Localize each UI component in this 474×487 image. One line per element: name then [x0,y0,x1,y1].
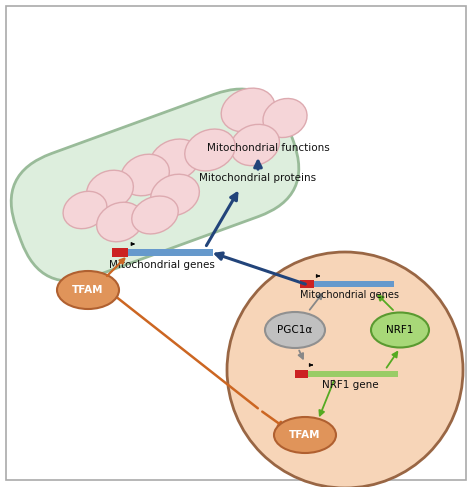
Bar [300,280,314,288]
Bar [314,281,394,287]
Ellipse shape [63,191,107,229]
Text: Mitochondrial genes: Mitochondrial genes [109,260,215,270]
Ellipse shape [57,271,119,309]
Bar [308,371,398,377]
Text: Mitochondrial proteins: Mitochondrial proteins [200,173,317,183]
Text: TFAM: TFAM [72,285,104,295]
Circle shape [227,252,463,487]
Text: NRF1: NRF1 [386,325,414,335]
Text: PGC1α: PGC1α [277,325,313,335]
Ellipse shape [151,174,200,216]
FancyBboxPatch shape [11,89,299,281]
Ellipse shape [263,98,307,137]
Ellipse shape [221,88,275,132]
Bar [128,249,213,256]
Ellipse shape [274,417,336,453]
Ellipse shape [371,313,429,348]
Ellipse shape [185,129,235,171]
Ellipse shape [132,196,178,234]
Ellipse shape [150,139,200,181]
Ellipse shape [265,312,325,348]
Ellipse shape [121,154,169,196]
Text: NRF1 gene: NRF1 gene [322,380,378,390]
Text: Mitochondrial genes: Mitochondrial genes [301,290,400,300]
Ellipse shape [97,202,143,242]
Ellipse shape [87,170,133,210]
Ellipse shape [230,124,280,166]
Text: TFAM: TFAM [289,430,321,440]
Bar [295,370,308,378]
Bar [112,248,128,257]
Text: Mitochondrial functions: Mitochondrial functions [207,143,329,153]
